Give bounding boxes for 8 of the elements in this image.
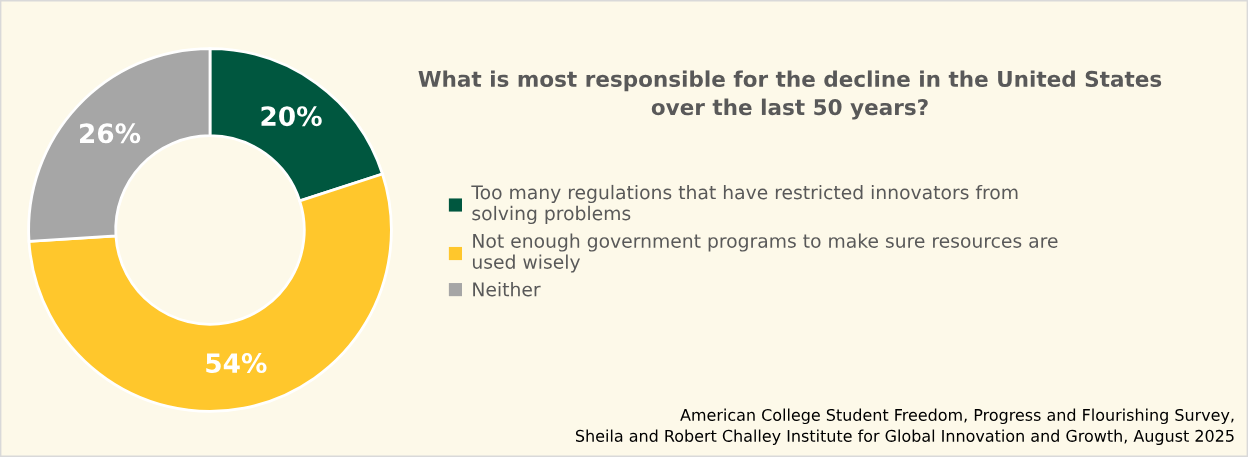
data-label: 26% [80, 123, 141, 144]
legend-label: Too many regulations that have restricted innovators from solving problems [471, 184, 1018, 225]
legend-label: Not enough government programs to make sure resources are used wisely [472, 233, 1058, 273]
data-label: 54% [206, 353, 267, 374]
text: American College Student Freedom, Progress and Flourishing Survey, Sheila and Robert Challey Institute for Global Innovation and Growth, August 2025 [575, 408, 1234, 445]
legend-label: Neither [473, 281, 541, 297]
text: What is most responsible for the decline in the United States over the last 50 years? [418, 70, 1162, 120]
data-label: 20% [261, 106, 322, 127]
